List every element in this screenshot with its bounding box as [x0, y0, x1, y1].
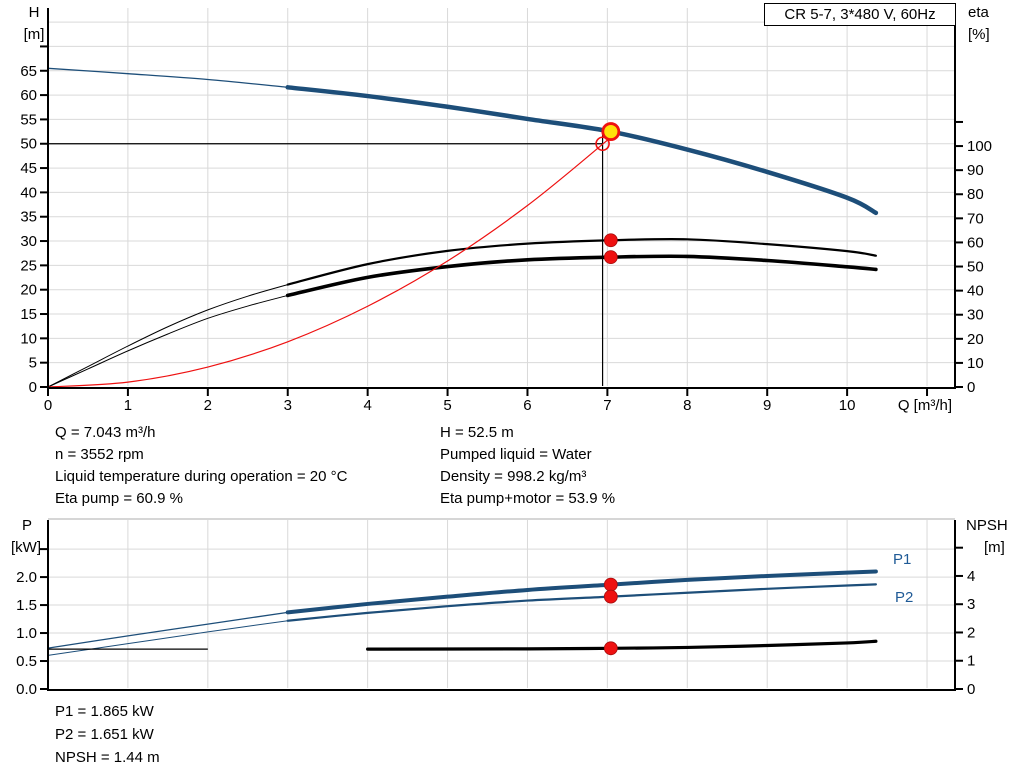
- left-tick-label: 2.0: [16, 569, 37, 586]
- x-tick-label: 3: [284, 397, 292, 414]
- x-tick-label: 0: [44, 397, 52, 414]
- info-eta-pump-motor: Eta pump+motor = 53.9 %: [440, 490, 616, 507]
- eta-axis-unit: [%]: [968, 26, 990, 43]
- left-tick-label: 5: [29, 355, 37, 372]
- info-speed: n = 3552 rpm: [55, 446, 144, 463]
- right-tick-label: 90: [967, 162, 984, 179]
- right-tick-label: 40: [967, 283, 984, 300]
- info-eta-pump: Eta pump = 60.9 %: [55, 490, 183, 507]
- eta-pump-marker: [603, 233, 618, 248]
- info-pumped-liquid: Pumped liquid = Water: [440, 446, 592, 463]
- power-npsh-chart: 0.0 0.5 1.0 1.5 2.0 0 1 2 3 4: [16, 518, 975, 698]
- left-tick-label: 0.0: [16, 681, 37, 698]
- info-density: Density = 998.2 kg/m³: [440, 468, 587, 485]
- pump-curve-h: [285, 85, 879, 216]
- left-tick-label: 40: [20, 184, 37, 201]
- right-tick-label: 60: [967, 234, 984, 251]
- x-tick-label: 6: [523, 397, 531, 414]
- npsh-curve: [366, 639, 878, 651]
- right-tick-label: 0: [967, 379, 975, 396]
- h-q-chart: 0510152025303540455055606501020304050607…: [20, 8, 992, 414]
- left-tick-label: 30: [20, 233, 37, 250]
- left-tick-label: 25: [20, 257, 37, 274]
- right-tick-label: 70: [967, 210, 984, 227]
- left-tick-label: 1.0: [16, 625, 37, 642]
- left-tick-label: 60: [20, 87, 37, 104]
- eta-pump-motor-marker: [603, 250, 618, 265]
- left-tick-label: 0.5: [16, 653, 37, 670]
- npsh-marker: [603, 641, 618, 656]
- left-tick-label: 10: [20, 330, 37, 347]
- left-tick-label: 50: [20, 136, 37, 153]
- right-tick-label: 2: [967, 624, 975, 641]
- left-tick-label: 1.5: [16, 597, 37, 614]
- right-tick-label: 4: [967, 568, 975, 585]
- info-liquid-temperature: Liquid temperature during operation = 20…: [55, 468, 348, 485]
- p2-marker: [603, 589, 618, 604]
- right-tick-label: 10: [967, 355, 984, 372]
- info-npsh: NPSH = 1.44 m: [55, 749, 160, 766]
- left-tick-label: 20: [20, 282, 37, 299]
- right-tick-label: 30: [967, 307, 984, 324]
- x-tick-label: 1: [124, 397, 132, 414]
- operating-point-marker: [601, 122, 621, 141]
- left-tick-label: 55: [20, 111, 37, 128]
- h-axis-label: H: [28, 4, 40, 21]
- eta-pump-motor-curve-thin: [47, 294, 288, 388]
- info-p1: P1 = 1.865 kW: [55, 703, 154, 720]
- right-tick-label: 80: [967, 186, 984, 203]
- info-p2: P2 = 1.651 kW: [55, 726, 154, 743]
- pump-curve-h-thin: [47, 67, 288, 88]
- p1-marker: [603, 577, 618, 592]
- x-tick-label: 5: [443, 397, 451, 414]
- duty-point-marker: [595, 136, 610, 152]
- pump-model-title: CR 5-7, 3*480 V, 60Hz: [764, 3, 956, 26]
- p-axis-unit: [kW]: [11, 539, 41, 556]
- right-tick-label: 3: [967, 596, 975, 613]
- right-tick-label: 0: [967, 681, 975, 698]
- x-tick-label: 8: [683, 397, 691, 414]
- eta-axis-label: eta: [968, 4, 989, 21]
- x-tick-label: 4: [363, 397, 371, 414]
- info-head: H = 52.5 m: [440, 424, 514, 441]
- p1-curve-thin: [47, 611, 288, 649]
- p1-curve-label: P1: [893, 551, 912, 568]
- p2-curve-thin: [47, 620, 288, 656]
- npsh-axis-label: NPSH: [966, 517, 1008, 534]
- eta-pump-curve-thin: [47, 284, 288, 388]
- p2-curve-label: P2: [895, 589, 914, 606]
- p-axis-label: P: [21, 517, 32, 534]
- right-tick-label: 50: [967, 259, 984, 276]
- info-flow: Q = 7.043 m³/h: [55, 424, 156, 441]
- left-tick-label: 15: [20, 306, 37, 323]
- left-tick-label: 35: [20, 209, 37, 226]
- system-curve: [47, 134, 613, 388]
- npsh-axis-unit: [m]: [984, 539, 1005, 556]
- x-tick-label: 2: [204, 397, 212, 414]
- right-tick-label: 100: [967, 138, 992, 155]
- left-tick-label: 45: [20, 160, 37, 177]
- right-tick-label: 20: [967, 331, 984, 348]
- x-tick-label: 7: [603, 397, 611, 414]
- x-axis-unit-label: Q [m³/h]: [898, 397, 952, 414]
- x-tick-label: 10: [839, 397, 856, 414]
- x-tick-label: 9: [763, 397, 771, 414]
- right-tick-label: 1: [967, 653, 975, 670]
- p1-curve: [285, 569, 878, 615]
- left-tick-label: 0: [29, 379, 37, 396]
- left-tick-label: 65: [20, 63, 37, 80]
- h-axis-unit: [m]: [23, 26, 45, 43]
- eta-pump-curve: [286, 237, 877, 286]
